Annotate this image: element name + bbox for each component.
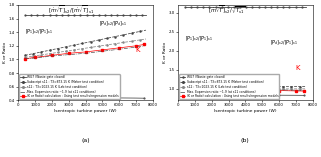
Text: $[P_1]_{s2}/[P_1]_{s1}$: $[P_1]_{s2}/[P_1]_{s1}$ [25,27,53,36]
Y-axis label: K or Ratio: K or Ratio [163,42,167,63]
Text: $[\beta 1]_{s2}/[\beta 1]_{s1}$: $[\beta 1]_{s2}/[\beta 1]_{s1}$ [22,79,52,88]
Text: (b): (b) [241,138,250,143]
Text: $[P_d]_{s2}/[P_1]_{s1}$: $[P_d]_{s2}/[P_1]_{s1}$ [270,39,298,47]
X-axis label: Isentropic turbine power (W): Isentropic turbine power (W) [214,109,277,113]
Text: $[\beta_{s2}]/[\beta_{s1}]$: $[\beta_{s2}]/[\beta_{s1}]$ [182,79,206,88]
Text: K: K [135,47,140,53]
Text: (a): (a) [81,138,90,143]
Text: $[P_d]_{s2}/[P_d]_{s1}$: $[P_d]_{s2}/[P_d]_{s1}$ [99,20,127,28]
Text: $[\dot{m}\sqrt{T}]_{s2}/[\dot{m}\sqrt{T}]_{s1}$: $[\dot{m}\sqrt{T}]_{s2}/[\dot{m}\sqrt{T}… [48,5,94,16]
Text: $[P_1]_{s2}/[P_1]_{s1}$: $[P_1]_{s2}/[P_1]_{s1}$ [185,34,213,43]
Text: $[\dot{m}\sqrt{T}]_{s2}/\sqrt{T_{s1}}$: $[\dot{m}\sqrt{T}]_{s2}/\sqrt{T_{s1}}$ [208,5,246,16]
Y-axis label: K or Ratio: K or Ratio [4,42,7,63]
Legend: WG7 (Waste gate closed), Subscript s11 : T3=873.15 K (Maker test condition), s12: WG7 (Waste gate closed), Subscript s11 :… [179,74,279,99]
X-axis label: Isentropic turbine power (W): Isentropic turbine power (W) [54,109,117,113]
Legend: WG7 (Waste gate closed), Subscript s11 : T3=873.15 K (Maker test condition), s12: WG7 (Waste gate closed), Subscript s11 :… [19,74,119,99]
Text: K: K [295,65,299,71]
